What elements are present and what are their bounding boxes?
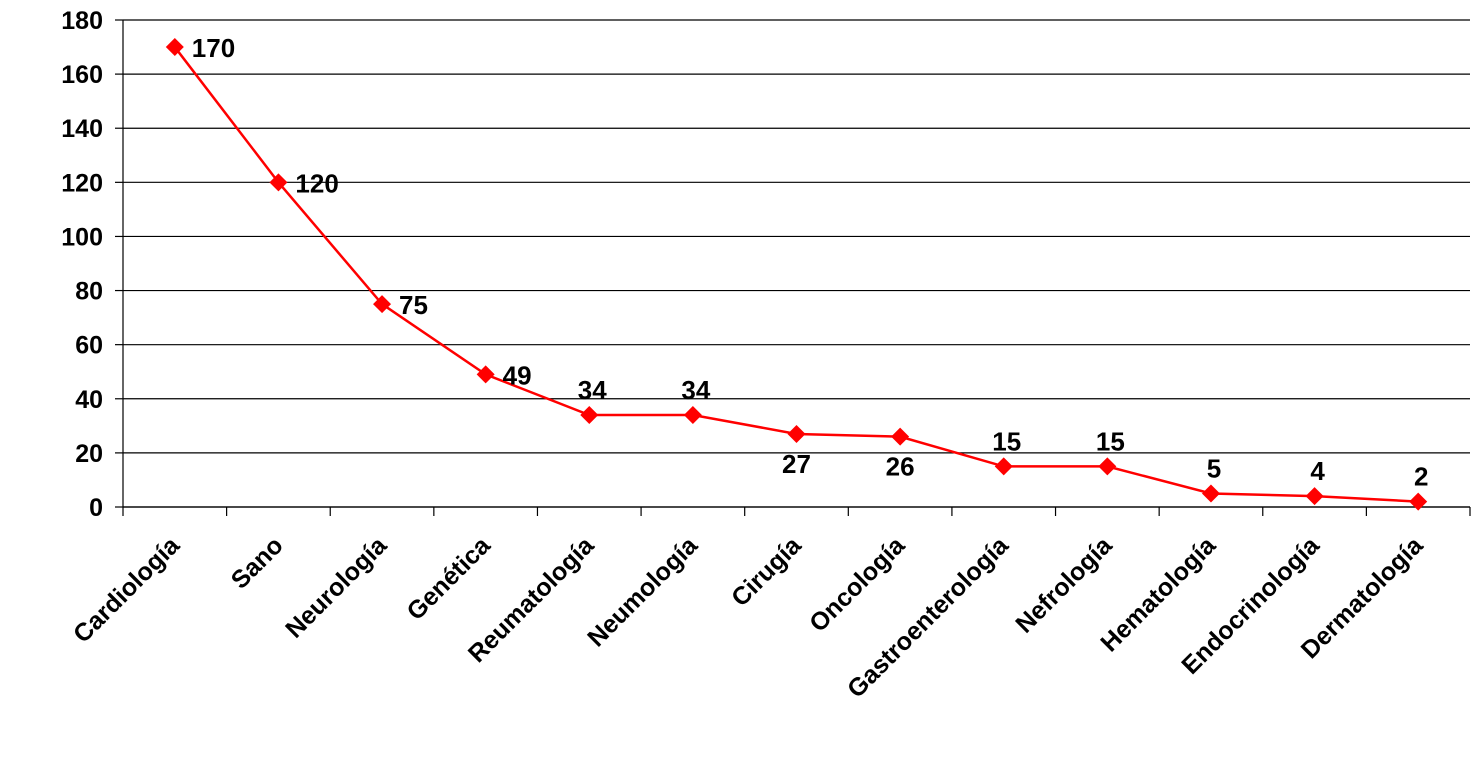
y-tick-label-20: 20 <box>75 440 103 468</box>
data-point-11 <box>1305 487 1324 506</box>
data-point-10 <box>1201 484 1220 503</box>
data-point-4 <box>580 406 599 425</box>
series-markers <box>165 38 1428 511</box>
data-point-1 <box>269 173 288 192</box>
data-point-0 <box>165 38 184 57</box>
data-point-5 <box>683 406 702 425</box>
data-label-12: 2 <box>1414 462 1428 492</box>
data-point-8 <box>994 457 1013 476</box>
data-point-9 <box>1098 457 1117 476</box>
data-label-5: 34 <box>681 375 710 405</box>
y-tick-label-40: 40 <box>75 386 103 414</box>
data-label-7: 26 <box>886 452 915 482</box>
y-tick-label-100: 100 <box>61 223 103 251</box>
y-tick-label-120: 120 <box>61 169 103 197</box>
data-point-2 <box>373 295 392 314</box>
x-category-label-5: Neumología <box>582 531 704 653</box>
y-axis: 0 20 40 60 80 100 120 140 160 180 <box>61 7 124 522</box>
data-label-4: 34 <box>578 375 607 405</box>
data-label-3: 49 <box>503 360 532 390</box>
x-category-label-3: Genética <box>401 531 496 626</box>
data-label-9: 15 <box>1096 426 1125 456</box>
data-point-3 <box>476 365 495 384</box>
x-category-label-1: Sano <box>226 531 289 594</box>
data-label-6: 27 <box>782 449 811 479</box>
x-category-label-7: Oncología <box>804 531 911 638</box>
data-point-6 <box>787 424 806 443</box>
x-category-label-6: Cirugía <box>726 531 807 612</box>
data-label-8: 15 <box>992 426 1021 456</box>
data-point-7 <box>891 427 910 446</box>
data-label-10: 5 <box>1207 453 1221 483</box>
y-tick-label-160: 160 <box>61 61 103 89</box>
gridlines <box>123 19 1470 508</box>
data-label-0: 170 <box>192 33 235 63</box>
x-category-label-0: Cardiología <box>68 531 186 649</box>
y-tick-label-60: 60 <box>75 332 103 360</box>
data-point-12 <box>1409 492 1428 511</box>
data-label-11: 4 <box>1310 456 1325 486</box>
data-label-2: 75 <box>399 290 428 320</box>
x-category-label-9: Nefrología <box>1010 531 1118 639</box>
y-tick-label-80: 80 <box>75 278 103 306</box>
data-labels: 170 120 75 49 34 34 27 26 15 15 5 4 2 <box>192 33 1429 492</box>
y-tick-label-140: 140 <box>61 115 103 143</box>
x-category-label-2: Neurología <box>280 531 393 644</box>
data-label-1: 120 <box>295 168 338 198</box>
y-tick-label-180: 180 <box>61 7 103 35</box>
y-tick-label-0: 0 <box>89 494 103 522</box>
